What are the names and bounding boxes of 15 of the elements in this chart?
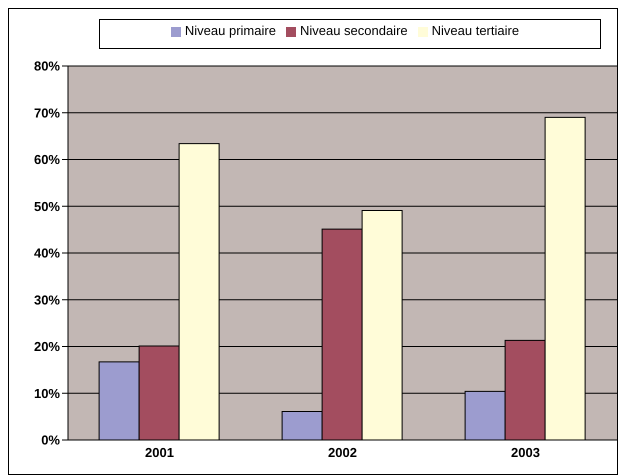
x-tick-label: 2003 [511, 445, 540, 460]
legend-label: Niveau secondaire [300, 23, 408, 38]
x-tick-label: 2001 [145, 445, 174, 460]
y-tick-label: 30% [34, 292, 60, 308]
y-tick-label: 50% [34, 198, 60, 214]
y-tick-label: 70% [34, 105, 60, 120]
x-tick-label: 2002 [328, 445, 357, 460]
y-tick-label: 40% [34, 246, 60, 261]
y-tick-label: 10% [34, 386, 60, 401]
legend-label: Niveau primaire [184, 23, 276, 38]
y-tick-label: 0% [41, 432, 60, 448]
y-tick-label: 20% [34, 339, 60, 354]
y-tick-label: 80% [34, 58, 60, 74]
y-tick-label: 60% [34, 152, 60, 168]
legend-label: Niveau tertiaire [432, 23, 520, 38]
